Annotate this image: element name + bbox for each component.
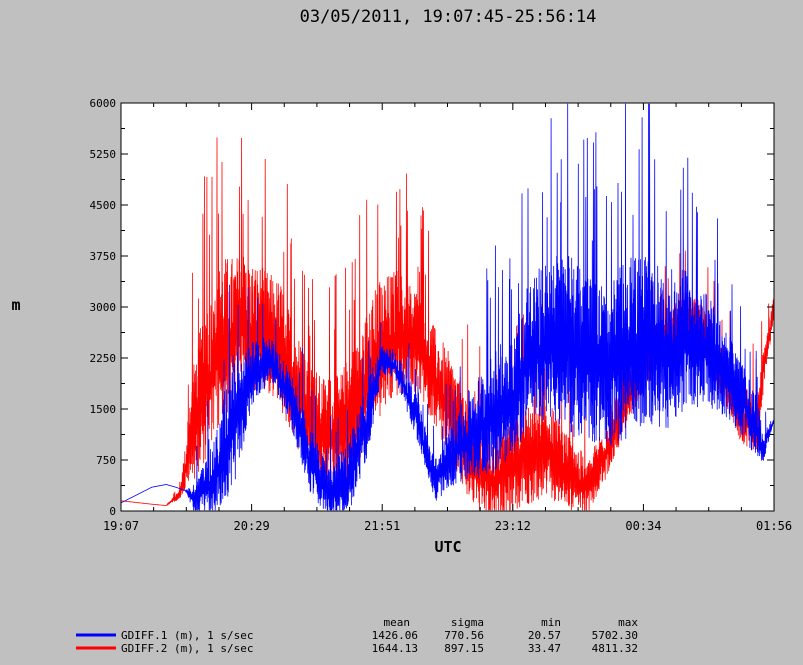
stats-header-min: min <box>541 616 561 629</box>
chart-title: 03/05/2011, 19:07:45-25:56:14 <box>300 7 597 27</box>
y-tick-label: 5250 <box>90 148 117 161</box>
stats-header-mean: mean <box>384 616 411 629</box>
y-tick-label: 750 <box>96 454 116 467</box>
x-tick-label: 20:29 <box>234 519 270 533</box>
stat-min-gdiff1: 20.57 <box>528 629 561 642</box>
x-tick-label: 23:12 <box>495 519 531 533</box>
x-tick-label: 19:07 <box>103 519 139 533</box>
x-tick-label: 00:34 <box>625 519 661 533</box>
stats-header-max: max <box>618 616 638 629</box>
series-layer <box>121 103 775 511</box>
stats-header-sigma: sigma <box>451 616 484 629</box>
x-tick-label: 21:51 <box>364 519 400 533</box>
stat-sigma-gdiff2: 897.15 <box>444 642 484 655</box>
stat-max-gdiff1: 5702.30 <box>592 629 638 642</box>
stat-sigma-gdiff1: 770.56 <box>444 629 484 642</box>
stat-min-gdiff2: 33.47 <box>528 642 561 655</box>
y-tick-label: 4500 <box>90 199 117 212</box>
y-tick-label: 0 <box>109 505 116 518</box>
x-axis: 19:07 20:29 21:51 23:12 00:34 01:56 <box>103 103 792 533</box>
y-tick-label: 2250 <box>90 352 117 365</box>
legend: mean sigma min max GDIFF.1 (m), 1 s/sec … <box>76 616 638 655</box>
x-tick-label: 01:56 <box>756 519 792 533</box>
y-tick-label: 3000 <box>90 301 117 314</box>
legend-label-gdiff1: GDIFF.1 (m), 1 s/sec <box>121 629 253 642</box>
stat-mean-gdiff1: 1426.06 <box>372 629 418 642</box>
series-line-gdiff1 <box>121 103 775 511</box>
y-tick-label: 3750 <box>90 250 117 263</box>
y-tick-label: 6000 <box>90 97 117 110</box>
y-tick-label: 1500 <box>90 403 117 416</box>
stat-max-gdiff2: 4811.32 <box>592 642 638 655</box>
y-axis-label: m <box>11 296 20 314</box>
x-axis-label: UTC <box>434 538 461 556</box>
y-axis: 0 750 1500 2250 3000 3750 4500 5250 6000 <box>90 97 774 518</box>
legend-label-gdiff2: GDIFF.2 (m), 1 s/sec <box>121 642 253 655</box>
stat-mean-gdiff2: 1644.13 <box>372 642 418 655</box>
